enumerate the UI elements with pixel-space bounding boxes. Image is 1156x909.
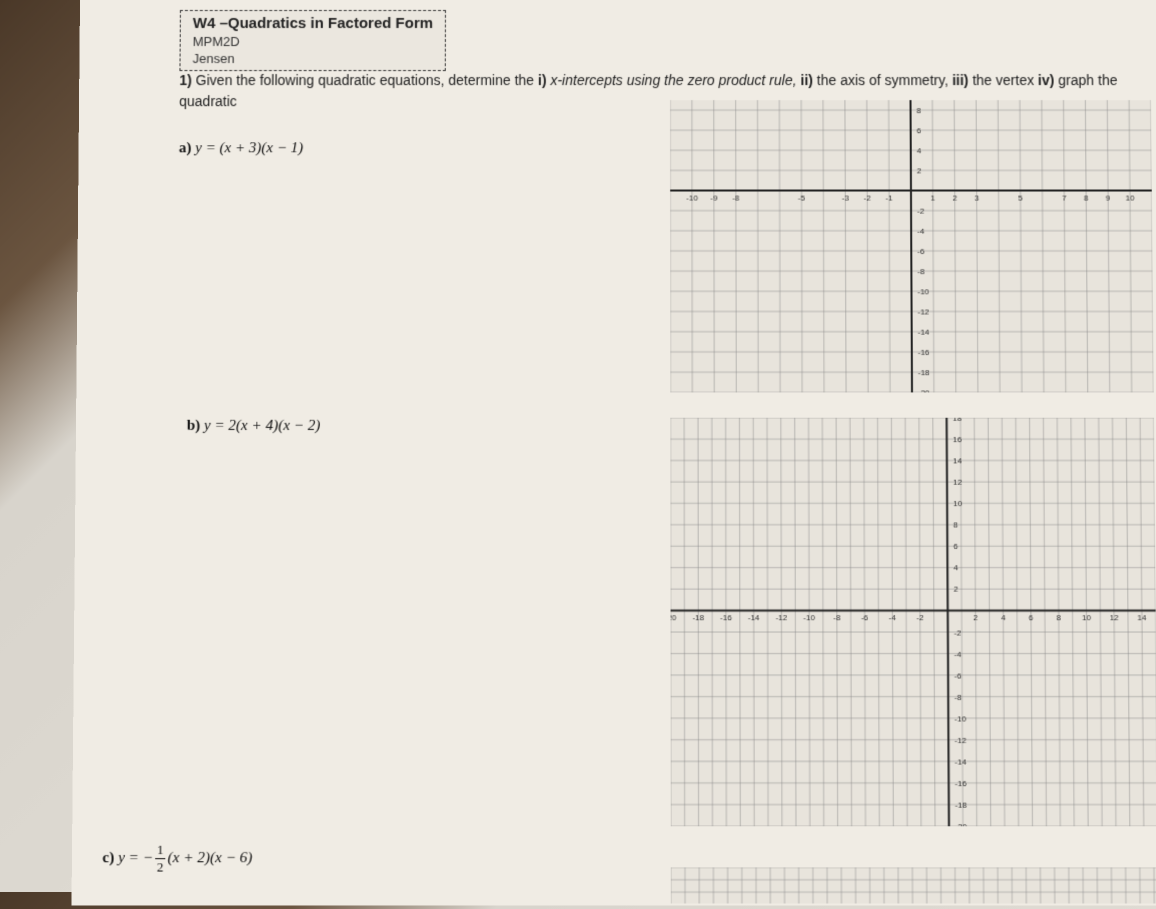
svg-text:-10: -10 bbox=[954, 714, 966, 723]
svg-text:8: 8 bbox=[1056, 614, 1061, 623]
coordinate-grid-b: -20 -18 -16 -14 -12 -10 -8 -6 -4 -2 2 4 6 8 10 12 14 -20 -… bbox=[670, 418, 1156, 826]
coordinate-grid-a: -10 -9 -8 -5 -3 -2 -1 1 2 3 5 7 8 9 10 -20 -18 -16 -14 -12 -… bbox=[670, 100, 1154, 392]
grid-svg-c bbox=[671, 867, 1156, 903]
teacher-name: Jensen bbox=[193, 51, 433, 66]
svg-text:-8: -8 bbox=[732, 194, 740, 203]
svg-text:2: 2 bbox=[954, 585, 959, 594]
svg-text:-2: -2 bbox=[916, 614, 924, 623]
question-number: 1) bbox=[179, 72, 192, 88]
svg-text:-20: -20 bbox=[670, 614, 677, 623]
svg-text:18: 18 bbox=[953, 418, 963, 423]
svg-text:2: 2 bbox=[917, 166, 922, 175]
svg-text:-18: -18 bbox=[955, 800, 967, 809]
svg-text:-9: -9 bbox=[710, 194, 718, 203]
svg-text:8: 8 bbox=[1084, 194, 1089, 203]
svg-text:8: 8 bbox=[953, 521, 958, 530]
svg-text:4: 4 bbox=[917, 146, 922, 155]
worksheet-header: W4 –Quadratics in Factored Form MPM2D Je… bbox=[179, 10, 446, 71]
svg-text:-18: -18 bbox=[692, 614, 704, 623]
svg-text:-14: -14 bbox=[918, 328, 930, 337]
svg-text:-2: -2 bbox=[954, 628, 962, 637]
worksheet-paper: W4 –Quadratics in Factored Form MPM2D Je… bbox=[71, 0, 1156, 906]
svg-text:4: 4 bbox=[954, 564, 959, 573]
svg-text:14: 14 bbox=[953, 456, 963, 465]
svg-text:3: 3 bbox=[974, 194, 979, 203]
svg-text:-8: -8 bbox=[833, 614, 841, 623]
svg-text:16: 16 bbox=[953, 435, 963, 444]
svg-text:-20: -20 bbox=[918, 388, 930, 392]
svg-text:7: 7 bbox=[1062, 194, 1067, 203]
svg-text:-16: -16 bbox=[720, 614, 732, 623]
svg-text:-6: -6 bbox=[954, 671, 962, 680]
svg-text:-18: -18 bbox=[918, 368, 930, 377]
svg-text:12: 12 bbox=[953, 478, 963, 487]
svg-text:-10: -10 bbox=[917, 287, 929, 296]
svg-text:-12: -12 bbox=[776, 614, 788, 623]
svg-text:10: 10 bbox=[953, 499, 963, 508]
svg-text:-4: -4 bbox=[917, 227, 925, 236]
svg-text:5: 5 bbox=[1018, 194, 1023, 203]
svg-text:-20: -20 bbox=[955, 822, 967, 826]
svg-text:-14: -14 bbox=[955, 757, 967, 766]
svg-text:-16: -16 bbox=[955, 779, 967, 788]
grid-svg-a: -10 -9 -8 -5 -3 -2 -1 1 2 3 5 7 8 9 10 -20 -18 -16 -14 -12 -… bbox=[670, 100, 1154, 392]
grid-svg-b: -20 -18 -16 -14 -12 -10 -8 -6 -4 -2 2 4 6 8 10 12 14 -20 -… bbox=[670, 418, 1156, 826]
svg-text:-6: -6 bbox=[917, 247, 925, 256]
svg-text:12: 12 bbox=[1110, 614, 1120, 623]
svg-text:-14: -14 bbox=[748, 614, 760, 623]
svg-text:-3: -3 bbox=[842, 194, 850, 203]
svg-text:8: 8 bbox=[917, 106, 922, 115]
svg-text:-12: -12 bbox=[918, 307, 930, 316]
svg-text:-10: -10 bbox=[803, 614, 815, 623]
svg-text:-5: -5 bbox=[798, 194, 806, 203]
equation-a: a) y = (x + 3)(x − 1) bbox=[179, 140, 304, 157]
svg-text:4: 4 bbox=[1001, 614, 1006, 623]
svg-text:-6: -6 bbox=[861, 614, 869, 623]
svg-text:9: 9 bbox=[1106, 194, 1111, 203]
svg-text:-1: -1 bbox=[886, 194, 894, 203]
svg-text:-8: -8 bbox=[917, 267, 925, 276]
svg-text:6: 6 bbox=[1029, 614, 1034, 623]
svg-text:14: 14 bbox=[1137, 614, 1147, 623]
svg-text:-4: -4 bbox=[954, 649, 962, 658]
svg-text:-2: -2 bbox=[917, 207, 925, 216]
svg-text:-4: -4 bbox=[889, 614, 897, 623]
equation-b: b) y = 2(x + 4)(x − 2) bbox=[187, 418, 321, 435]
svg-text:2: 2 bbox=[973, 614, 978, 623]
svg-text:10: 10 bbox=[1125, 194, 1135, 203]
svg-text:6: 6 bbox=[917, 126, 922, 135]
svg-text:10: 10 bbox=[1082, 614, 1092, 623]
svg-text:-16: -16 bbox=[918, 348, 930, 357]
coordinate-grid-c bbox=[671, 867, 1156, 903]
svg-text:-10: -10 bbox=[686, 194, 698, 203]
svg-text:2: 2 bbox=[953, 194, 958, 203]
svg-text:1: 1 bbox=[931, 194, 936, 203]
svg-text:6: 6 bbox=[953, 542, 958, 551]
course-code: MPM2D bbox=[193, 34, 433, 49]
equation-c: c) y = −12(x + 2)(x − 6) bbox=[102, 842, 252, 876]
svg-text:-12: -12 bbox=[955, 736, 967, 745]
worksheet-title: W4 –Quadratics in Factored Form bbox=[193, 15, 433, 32]
svg-text:-2: -2 bbox=[864, 194, 872, 203]
svg-text:-8: -8 bbox=[954, 693, 962, 702]
